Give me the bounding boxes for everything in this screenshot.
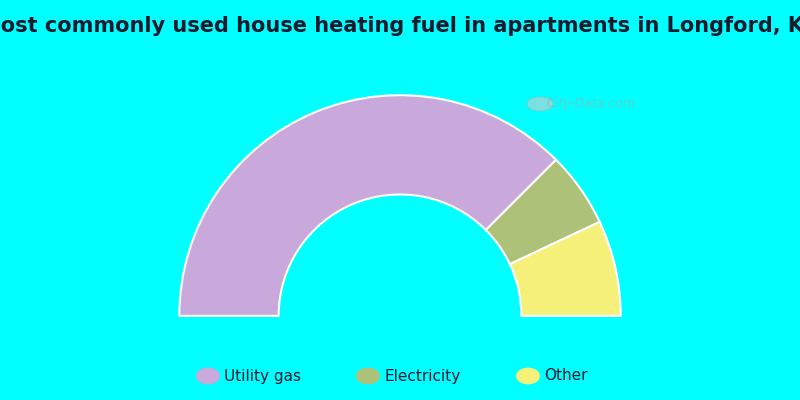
Circle shape bbox=[527, 97, 553, 111]
Wedge shape bbox=[179, 95, 556, 316]
Wedge shape bbox=[510, 222, 621, 316]
Text: City-Data.com: City-Data.com bbox=[546, 98, 635, 110]
Wedge shape bbox=[486, 160, 600, 264]
Text: Most commonly used house heating fuel in apartments in Longford, KS: Most commonly used house heating fuel in… bbox=[0, 16, 800, 36]
Ellipse shape bbox=[196, 368, 220, 384]
Ellipse shape bbox=[356, 368, 380, 384]
Text: Electricity: Electricity bbox=[384, 368, 460, 384]
Text: Other: Other bbox=[544, 368, 587, 384]
Text: Utility gas: Utility gas bbox=[224, 368, 301, 384]
Ellipse shape bbox=[516, 368, 540, 384]
